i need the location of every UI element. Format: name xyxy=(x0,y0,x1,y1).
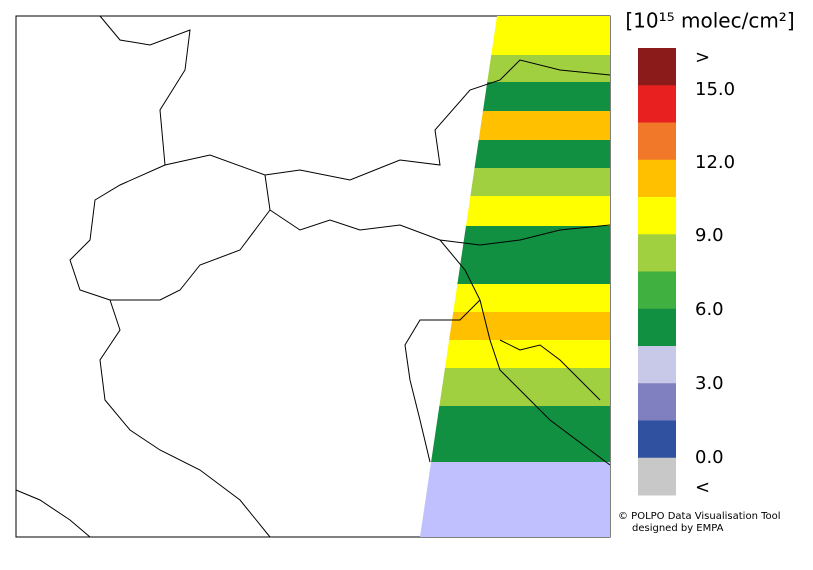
colorbar-segment xyxy=(638,346,676,384)
colorbar-label: > xyxy=(695,47,710,68)
colorbar-segment xyxy=(638,122,676,161)
colorbar-title: [10¹⁵ molec/cm²] xyxy=(625,9,794,33)
colorbar-label: 12.0 xyxy=(695,152,735,173)
credit-line: designed by EMPA xyxy=(632,523,724,534)
colorbar-label: 9.0 xyxy=(695,225,724,246)
colorbar-segment xyxy=(638,48,676,86)
colorbar-segment xyxy=(638,271,676,310)
colorbar-label: 6.0 xyxy=(695,299,724,320)
colorbar-segment xyxy=(638,85,676,123)
colorbar-segment xyxy=(638,383,676,421)
colorbar-segment xyxy=(638,420,676,459)
colorbar-segment xyxy=(638,457,676,496)
colorbar-label: < xyxy=(695,477,710,498)
colorbar-label: 3.0 xyxy=(695,373,724,394)
colorbar-label: 15.0 xyxy=(695,79,735,100)
credit-line: © POLPO Data Visualisation Tool xyxy=(618,511,781,522)
colorbar-segment xyxy=(638,197,676,235)
colorbar-segment xyxy=(638,159,676,198)
colorbar-label: 0.0 xyxy=(695,447,724,468)
borders xyxy=(15,15,611,538)
colorbar-segment xyxy=(638,308,676,347)
colorbar: [10¹⁵ molec/cm²] >15.0 12.0 9.0 6.0 3.0 0.0 < xyxy=(625,9,794,499)
colorbar-segment xyxy=(638,234,676,272)
